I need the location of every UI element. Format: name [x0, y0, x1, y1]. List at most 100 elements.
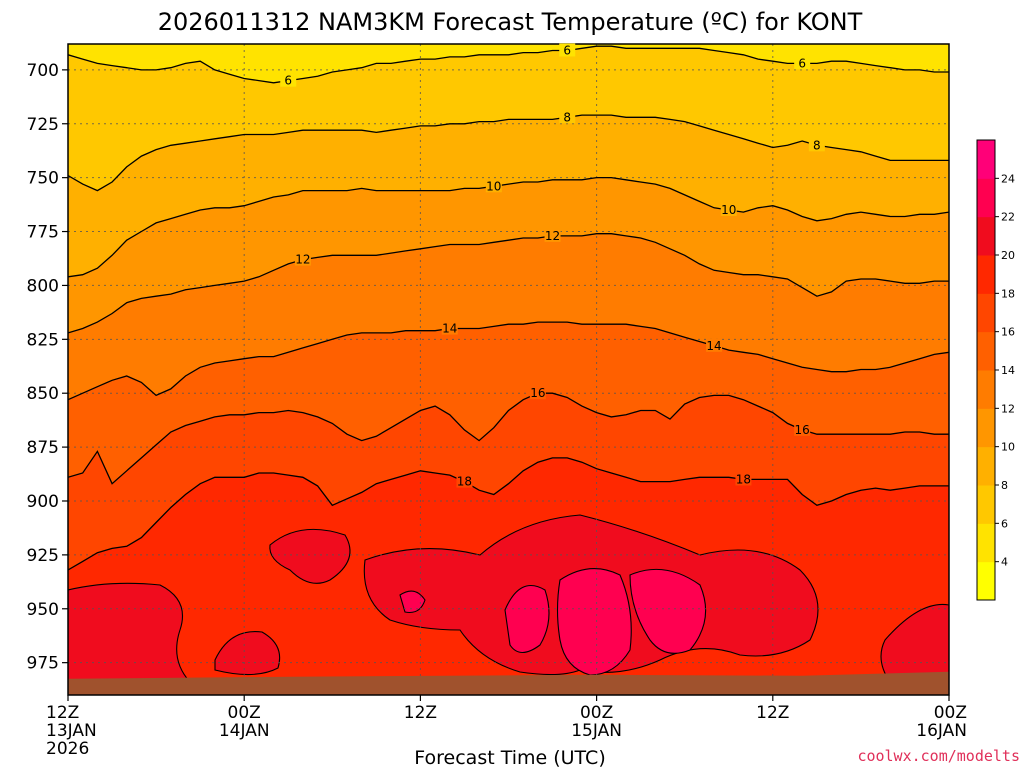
contour-label-bg-10 — [485, 179, 502, 193]
colorbar-label-20: 20 — [1001, 249, 1015, 262]
x-tick-label-0-2: 2026 — [46, 739, 89, 759]
colorbar-swatch-8 — [977, 446, 995, 486]
colorbar-swatch-20 — [977, 216, 995, 256]
colorbar-swatch-4 — [977, 523, 995, 563]
colorbar-label-12: 12 — [1001, 402, 1015, 415]
contour-label-bg-14 — [706, 338, 723, 352]
colorbar-swatch-10 — [977, 408, 995, 448]
x-tick-label-60-1: 16JAN — [916, 721, 967, 741]
colorbar-label-10: 10 — [1001, 441, 1015, 454]
colorbar-label-6: 6 — [1001, 517, 1008, 530]
x-tick-label-36-0: 00Z — [580, 703, 613, 723]
contour-label-bg-12 — [294, 252, 311, 266]
x-tick-label-12-1: 14JAN — [219, 721, 270, 741]
y-tick-label-700: 700 — [27, 61, 59, 81]
contour-label-bg-16 — [529, 386, 546, 400]
y-tick-label-750: 750 — [27, 169, 59, 189]
blob-20-3 — [269, 528, 351, 584]
blob-20-2 — [214, 631, 281, 676]
contour-label-6: 6 — [284, 74, 292, 88]
y-tick-label-925: 925 — [27, 546, 59, 566]
colorbar-swatch-16 — [977, 293, 995, 333]
contour-label-18: 18 — [457, 475, 472, 489]
colorbar-label-18: 18 — [1001, 287, 1015, 300]
contour-line-18 — [68, 457, 949, 571]
x-tick-label-12-0: 00Z — [228, 703, 261, 723]
contour-label-10: 10 — [721, 203, 736, 217]
colorbar-swatch-12 — [977, 370, 995, 409]
contour-label-bg-8 — [559, 110, 576, 124]
y-tick-label-950: 950 — [27, 600, 59, 620]
contour-label-bg-10 — [720, 202, 737, 216]
x-tick-label-36-1: 15JAN — [571, 721, 622, 741]
contour-label-bg-18 — [456, 474, 473, 488]
x-tick-label-24-0: 12Z — [404, 703, 437, 723]
colorbar-swatch-22 — [977, 178, 995, 218]
colorbar-label-22: 22 — [1001, 211, 1015, 224]
band-below-6 — [68, 44, 949, 83]
contour-label-bg-14 — [441, 321, 458, 335]
contour-label-14: 14 — [706, 339, 721, 353]
contour-label-6: 6 — [798, 56, 806, 70]
y-axis: 700 725 750 775 800 825 850 875 900 925 950 975 — [27, 61, 68, 674]
contour-label-bg-6 — [794, 56, 811, 70]
colorbar-swatch-24 — [977, 140, 995, 179]
contour-line-14 — [68, 321, 949, 401]
contour-label-18: 18 — [736, 472, 751, 486]
contour-line-12 — [68, 233, 949, 334]
y-tick-label-850: 850 — [27, 384, 59, 404]
contour-line-10 — [68, 176, 949, 278]
y-tick-label-725: 725 — [27, 115, 59, 135]
x-tick-label-0-1: 13JAN — [46, 721, 97, 741]
colorbar: 4 6 8 10 12 14 16 18 20 22 24 — [976, 139, 1015, 601]
y-tick-label-825: 825 — [27, 330, 59, 350]
blob-22-4 — [399, 590, 426, 614]
colorbar-swatch-6 — [977, 485, 995, 524]
contour-label-8: 8 — [563, 110, 571, 124]
colorbar-label-4: 4 — [1001, 556, 1008, 569]
contour-label-16: 16 — [530, 386, 545, 400]
contour-label-6: 6 — [563, 43, 571, 57]
y-tick-label-800: 800 — [27, 276, 59, 296]
blob-22-1 — [504, 585, 550, 654]
x-tick-label-0-0: 12Z — [46, 703, 79, 723]
colorbar-swatch-14 — [977, 331, 995, 371]
contour-label-10: 10 — [486, 179, 501, 193]
x-tick-label-48-0: 12Z — [756, 703, 789, 723]
contour-line-8 — [68, 114, 949, 192]
colorbar-swatch-18 — [977, 255, 995, 294]
colorbar-label-16: 16 — [1001, 326, 1015, 339]
contour-label-12: 12 — [545, 229, 560, 243]
contour-label-16: 16 — [795, 423, 810, 437]
contour-label-bg-12 — [544, 228, 561, 242]
colorbar-label-8: 8 — [1001, 479, 1008, 492]
chart-title: 2026011312 NAM3KM Forecast Temperature (… — [158, 8, 863, 36]
y-tick-label-900: 900 — [27, 492, 59, 512]
contour-label-12: 12 — [295, 253, 310, 267]
credit-text: coolwx.com/modelts — [857, 747, 1020, 765]
y-tick-label-875: 875 — [27, 438, 59, 458]
gridlines — [68, 44, 949, 695]
contour-label-14: 14 — [442, 322, 457, 336]
contour-label-bg-16 — [794, 422, 811, 436]
blob-22-2 — [556, 568, 632, 676]
blob-20-1 — [68, 582, 192, 683]
y-tick-label-975: 975 — [27, 654, 59, 674]
colorbar-label-24: 24 — [1001, 172, 1015, 185]
contour-labels: 6 6 6 8 8 10 10 12 12 14 14 16 16 18 18 — [280, 43, 825, 489]
surface-terrain — [68, 671, 949, 695]
plot-frame — [67, 43, 950, 696]
x-axis-label: Forecast Time (UTC) — [414, 747, 605, 768]
x-tick-label-60-0: 00Z — [934, 703, 967, 723]
contour-label-bg-6 — [559, 43, 576, 57]
contour-label-bg-6 — [280, 73, 297, 87]
y-tick-label-775: 775 — [27, 223, 59, 243]
colorbar-label-14: 14 — [1001, 364, 1015, 377]
contour-label-bg-18 — [735, 472, 752, 486]
blob-22-3 — [629, 568, 707, 654]
contour-label-8: 8 — [813, 138, 821, 152]
colorbar-swatch-2 — [977, 561, 995, 601]
band-4-6 — [68, 44, 235, 63]
